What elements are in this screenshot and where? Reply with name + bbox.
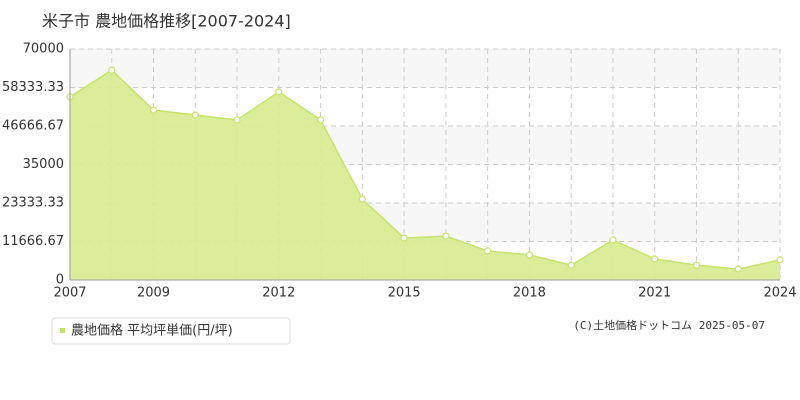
point [316,116,325,124]
point [484,247,492,255]
band [70,49,780,88]
point [149,106,158,114]
area [70,70,780,281]
legend: 農地価格 平均坪単価(円/坪) [51,317,291,345]
x-tick-label: 2012 [262,286,295,301]
point [567,261,575,269]
point [442,232,450,240]
point [525,251,534,259]
point [191,111,199,119]
point [692,261,701,269]
copyright: (C)土地価格ドットコム 2025-05-07 [573,318,765,332]
point [651,255,659,263]
y-tick-label: 70000 [23,42,64,57]
legend-swatch [60,328,65,333]
chart-title: 米子市 農地価格推移[2007-2024] [42,12,291,31]
y-tick-label: 46666.67 [2,118,64,133]
x-tick-label: 2018 [513,286,546,301]
y-tick-label: 35000 [23,157,64,172]
line [69,69,781,270]
legend-box [51,317,291,345]
point [776,256,784,264]
x-tick-label: 2009 [137,286,170,301]
y-tick-label: 0 [56,273,64,288]
point [358,195,366,203]
point [400,234,408,242]
y-tick-label: 11666.67 [2,234,64,249]
x-tick-label: 2015 [388,286,421,301]
x-tick-label: 2021 [638,286,671,301]
legend-label: 農地価格 平均坪単価(円/坪) [71,323,233,339]
x-tick-label: 2024 [763,286,796,301]
x-tick-label: 2007 [53,286,86,301]
point [609,236,617,244]
y-tick-label: 23333.33 [2,196,64,211]
point [734,265,742,273]
y-tick-label: 58333.33 [2,80,64,95]
point [233,116,241,124]
point [275,88,283,96]
point [108,66,116,74]
